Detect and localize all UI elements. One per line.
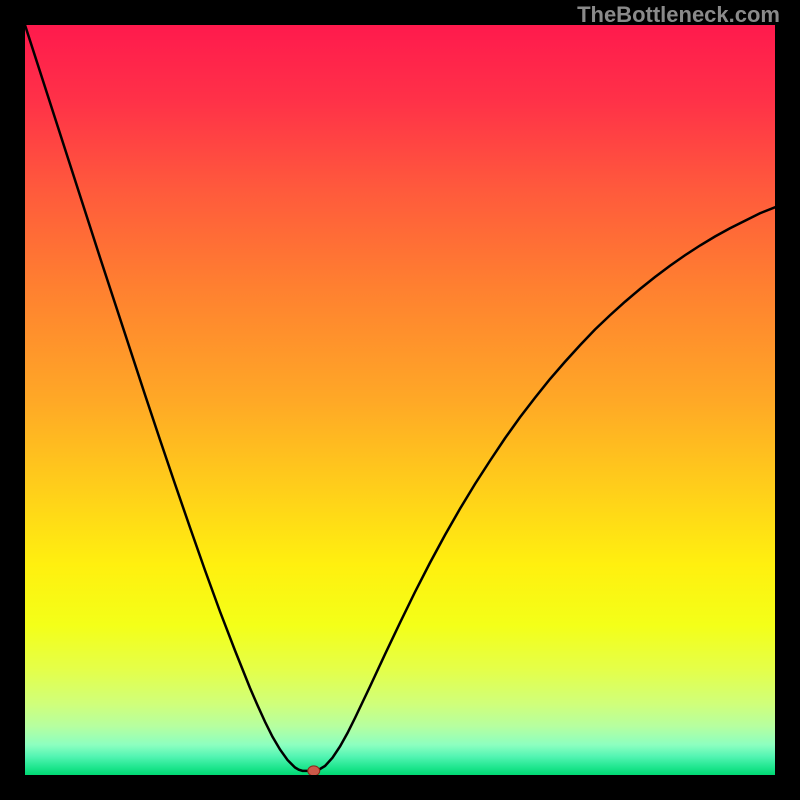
plot-area <box>25 25 775 775</box>
bottleneck-curve <box>25 25 775 771</box>
minimum-marker <box>308 766 320 775</box>
watermark-text: TheBottleneck.com <box>577 2 780 28</box>
chart-frame: TheBottleneck.com <box>0 0 800 800</box>
curve-overlay <box>25 25 775 775</box>
